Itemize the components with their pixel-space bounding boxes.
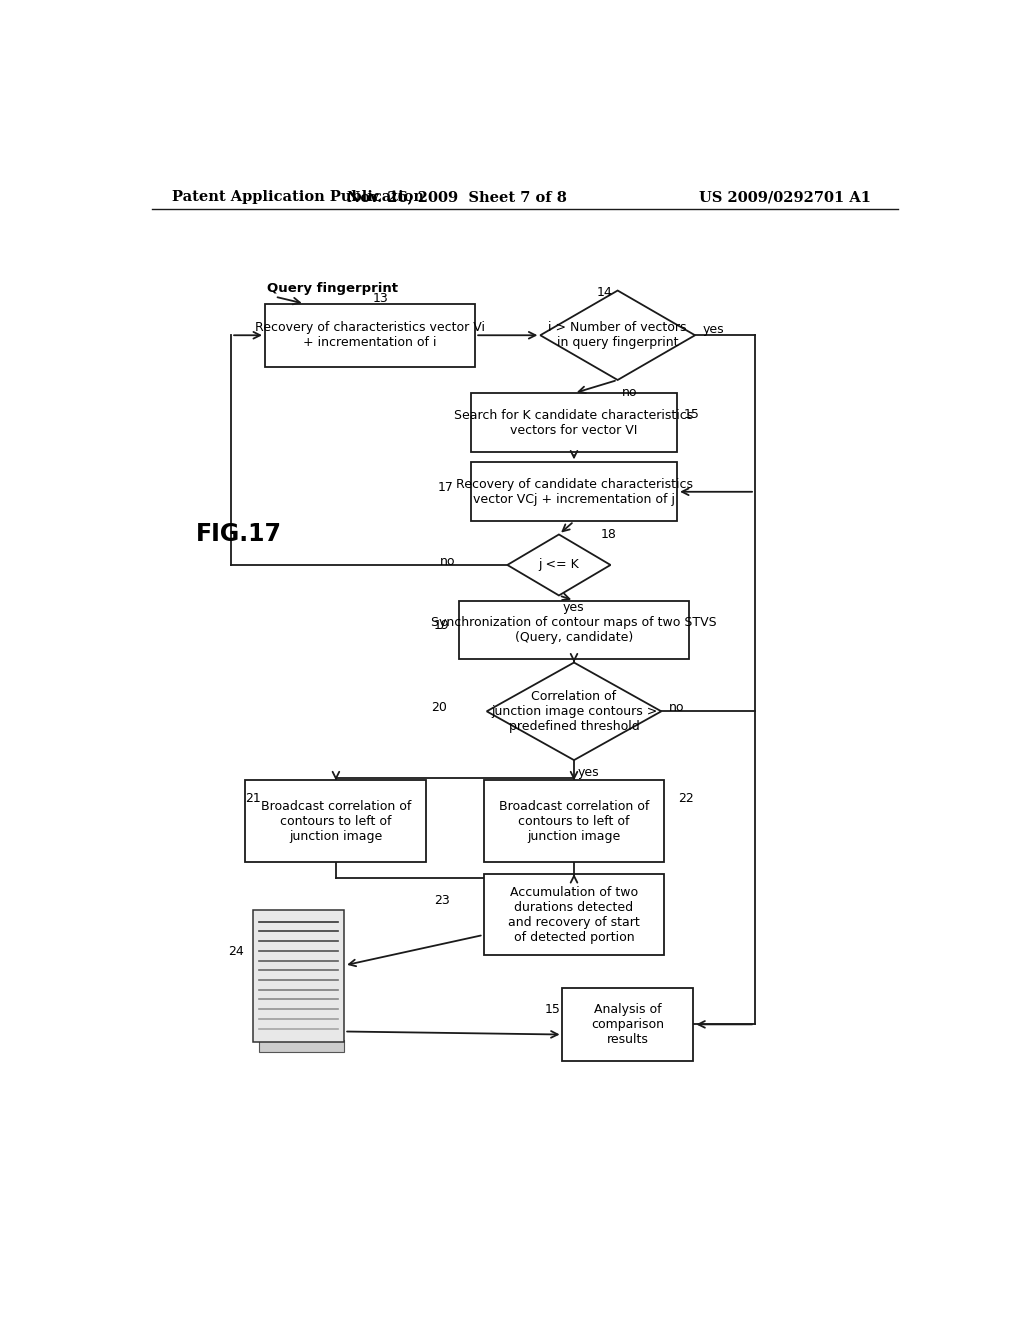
Text: 21: 21 <box>246 792 261 805</box>
FancyBboxPatch shape <box>483 874 665 956</box>
Text: Analysis of
comparison
results: Analysis of comparison results <box>592 1003 665 1045</box>
Text: 18: 18 <box>601 528 616 541</box>
Text: no: no <box>670 701 685 714</box>
Text: 14: 14 <box>596 286 612 300</box>
Text: 23: 23 <box>434 894 451 907</box>
FancyBboxPatch shape <box>483 780 665 862</box>
Polygon shape <box>507 535 610 595</box>
Polygon shape <box>486 663 662 760</box>
Text: 15: 15 <box>545 1003 560 1015</box>
Text: Query fingerprint: Query fingerprint <box>267 282 398 294</box>
FancyBboxPatch shape <box>265 304 475 367</box>
Text: 15: 15 <box>684 408 699 421</box>
FancyBboxPatch shape <box>253 909 344 1041</box>
Text: 19: 19 <box>433 619 450 632</box>
FancyBboxPatch shape <box>259 1040 344 1052</box>
Text: Correlation of
junction image contours >
predefined threshold: Correlation of junction image contours >… <box>490 690 657 733</box>
FancyBboxPatch shape <box>562 987 693 1061</box>
Text: 22: 22 <box>678 792 693 805</box>
Text: Search for K candidate characteristics
vectors for vector VI: Search for K candidate characteristics v… <box>455 409 693 437</box>
FancyBboxPatch shape <box>459 601 689 660</box>
Text: FIG.17: FIG.17 <box>197 523 282 546</box>
Text: 13: 13 <box>373 292 388 305</box>
Text: i > Number of vectors
in query fingerprint: i > Number of vectors in query fingerpri… <box>549 321 687 350</box>
Text: no: no <box>440 556 456 569</box>
Text: Nov. 26, 2009  Sheet 7 of 8: Nov. 26, 2009 Sheet 7 of 8 <box>347 190 567 205</box>
Text: Broadcast correlation of
contours to left of
junction image: Broadcast correlation of contours to lef… <box>261 800 411 842</box>
FancyBboxPatch shape <box>246 780 426 862</box>
Text: Synchronization of contour maps of two STVS
(Query, candidate): Synchronization of contour maps of two S… <box>431 616 717 644</box>
Text: 17: 17 <box>437 482 454 494</box>
Polygon shape <box>541 290 695 380</box>
Text: j <= K: j <= K <box>539 558 580 572</box>
FancyBboxPatch shape <box>471 462 677 521</box>
Text: yes: yes <box>702 322 725 335</box>
Text: yes: yes <box>578 766 600 779</box>
Text: Recovery of characteristics vector Vi
+ incrementation of i: Recovery of characteristics vector Vi + … <box>255 321 485 350</box>
Text: 20: 20 <box>431 701 447 714</box>
Text: 24: 24 <box>228 945 244 958</box>
Text: US 2009/0292701 A1: US 2009/0292701 A1 <box>699 190 871 205</box>
Text: no: no <box>622 385 637 399</box>
FancyBboxPatch shape <box>471 393 677 453</box>
Text: Recovery of candidate characteristics
vector VCj + incrementation of j: Recovery of candidate characteristics ve… <box>456 478 692 506</box>
Text: Broadcast correlation of
contours to left of
junction image: Broadcast correlation of contours to lef… <box>499 800 649 842</box>
Text: yes: yes <box>563 601 585 614</box>
Text: Accumulation of two
durations detected
and recovery of start
of detected portion: Accumulation of two durations detected a… <box>508 886 640 944</box>
Text: Patent Application Publication: Patent Application Publication <box>172 190 424 205</box>
